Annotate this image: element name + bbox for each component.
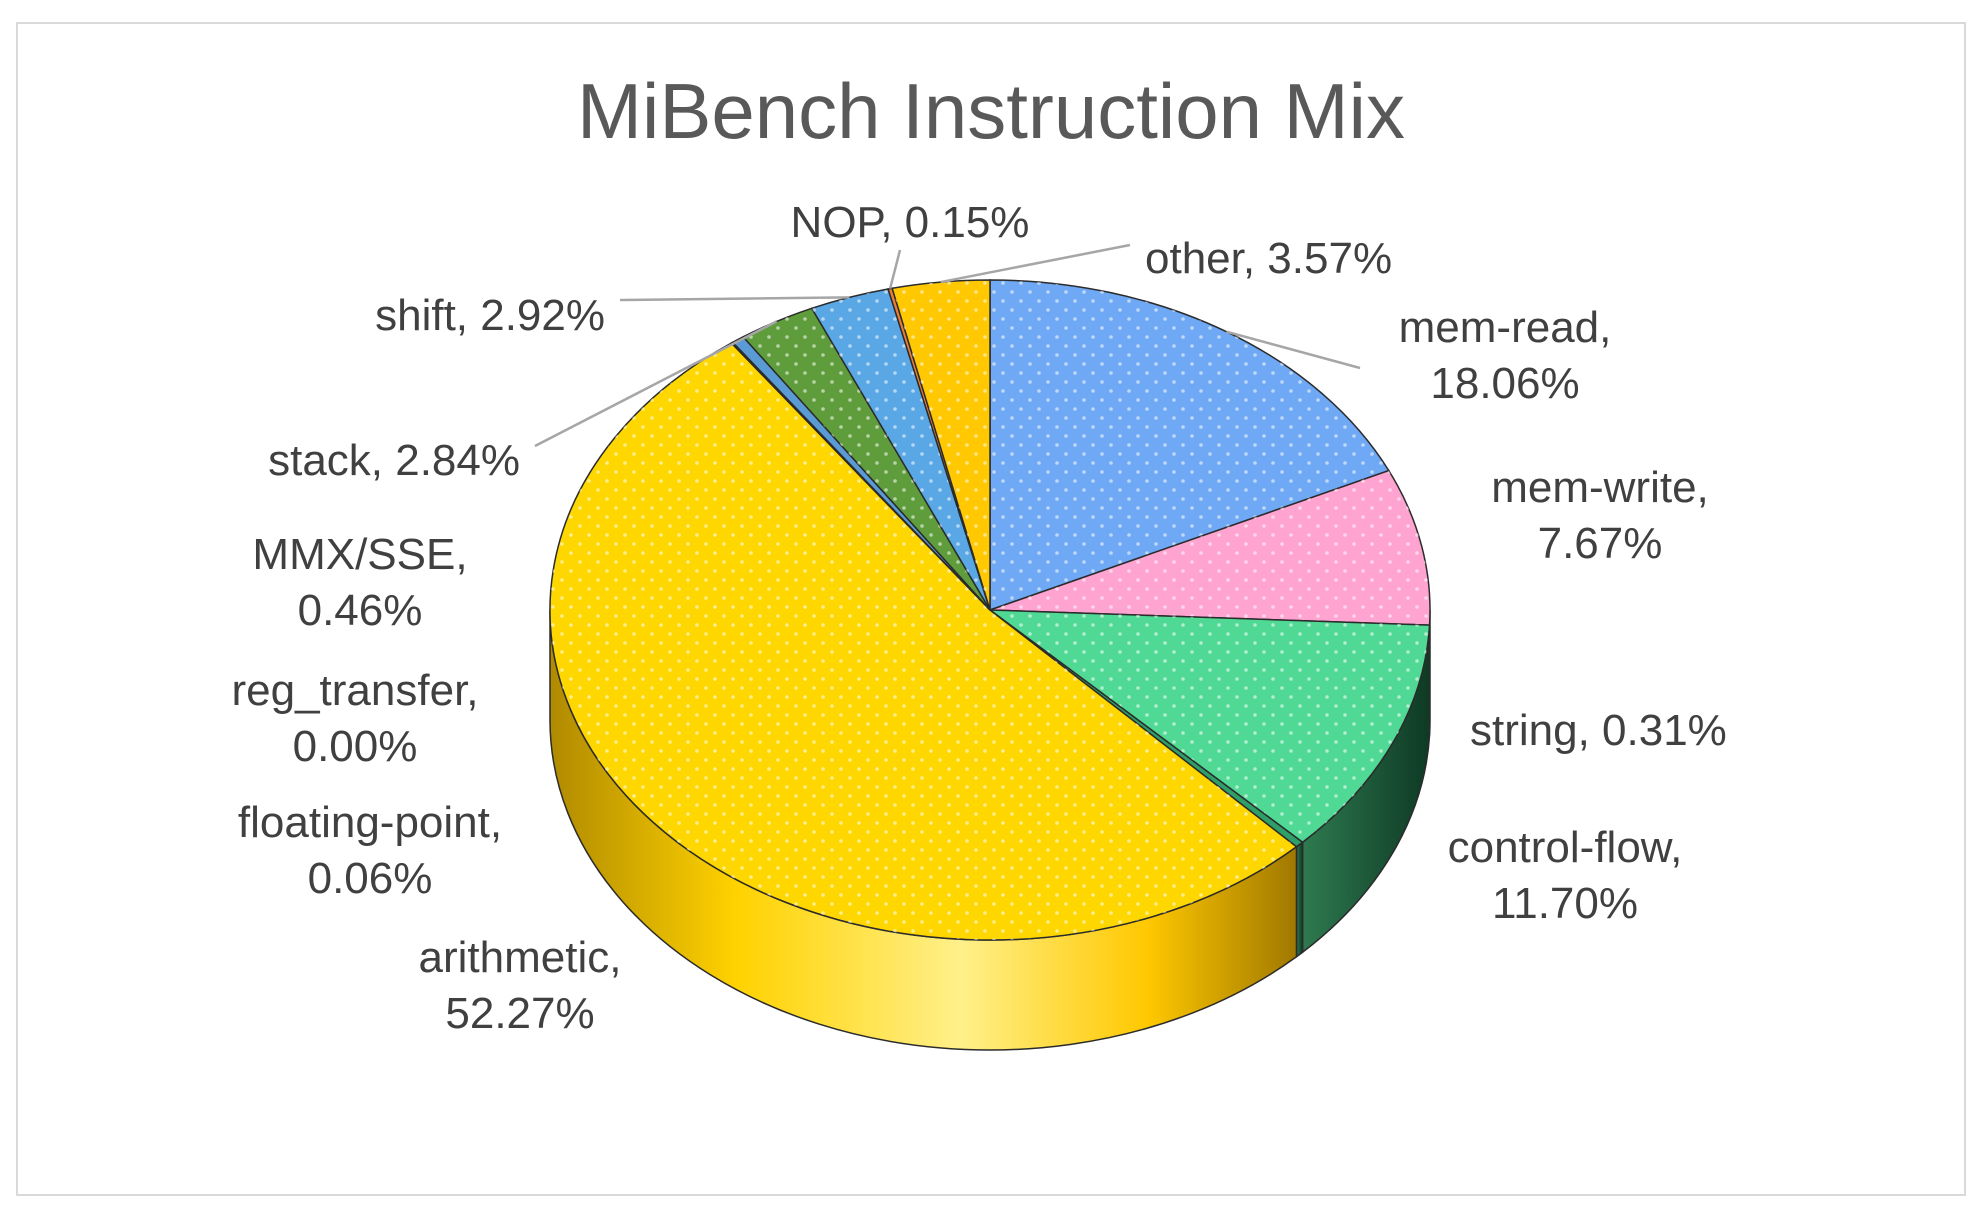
leader-stack <box>534 320 778 448</box>
label-floating-point: floating-point, 0.06% <box>238 798 502 903</box>
side-string <box>1295 840 1304 959</box>
leader-nop <box>888 249 902 289</box>
slice-arithmetic <box>549 342 1298 941</box>
label-control-flow: control-flow, 11.70% <box>1448 823 1683 928</box>
label-other: other, 3.57% <box>1145 234 1392 283</box>
leader-mem-read <box>1226 330 1361 370</box>
chart-title: MiBench Instruction Mix <box>577 67 1405 155</box>
label-arithmetic: arithmetic, 52.27% <box>419 933 622 1038</box>
slice-mem-write <box>989 469 1431 626</box>
pie-slices <box>549 279 1431 941</box>
slice-control-flow <box>987 609 1431 844</box>
label-string: string, 0.31% <box>1470 706 1727 755</box>
label-stack: stack, 2.84% <box>268 436 520 485</box>
label-mmx-sse: MMX/SSE, 0.46% <box>252 530 467 635</box>
label-mem-read: mem-read, 18.06% <box>1399 303 1612 408</box>
leader-other <box>940 243 1131 284</box>
leader-lines <box>534 243 1361 448</box>
data-labels: mem-read, 18.06% mem-write, 7.67% control-fl… <box>231 198 1726 1038</box>
label-mem-write: mem-write, 7.67% <box>1491 463 1709 568</box>
label-shift: shift, 2.92% <box>375 291 605 340</box>
leader-shift <box>619 296 850 302</box>
label-nop: NOP, 0.15% <box>791 198 1030 247</box>
slice-mem-read <box>989 279 1390 612</box>
label-reg-transfer: reg_transfer, 0.00% <box>231 666 478 771</box>
